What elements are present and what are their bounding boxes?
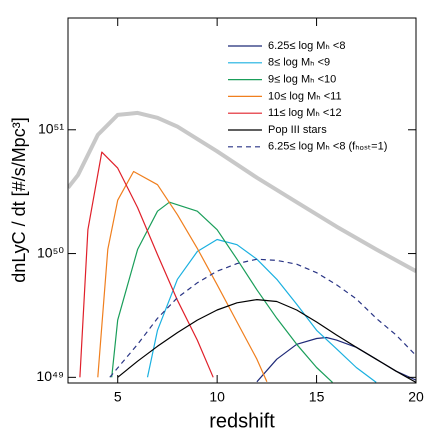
legend-label: 9≤ log Mₕ <10	[268, 74, 336, 86]
legend-label: 11≤ log Mₕ <12	[268, 107, 342, 119]
x-tick-label: 5	[114, 389, 122, 405]
y-tick-label: 10⁵¹	[38, 120, 64, 136]
y-tick-label: 10⁴⁹	[36, 368, 64, 384]
series-line	[117, 299, 416, 383]
y-axis-label: dnLyC / dt [#/s/Mpc³]	[9, 117, 29, 282]
series-line	[256, 336, 416, 383]
x-axis-label: redshift	[209, 410, 275, 432]
legend-label: 6.25≤ log Mₕ <8	[268, 40, 345, 52]
legend-label: 10≤ log Mₕ <11	[268, 90, 342, 102]
series-line	[79, 151, 214, 378]
x-tick-label: 20	[408, 389, 424, 405]
legend-label: Pop III stars	[268, 124, 327, 136]
y-tick-label: 10⁵⁰	[37, 244, 64, 260]
legend-label: 8≤ log Mₕ <9	[268, 57, 330, 69]
series-line	[68, 110, 416, 273]
series-line	[146, 238, 377, 383]
series-line	[111, 201, 333, 383]
plot-frame	[67, 17, 417, 384]
legend-label: 6.25≤ log Mₕ <8 (fₕₒₛₜ=1)	[268, 141, 387, 153]
series-line	[109, 258, 416, 378]
x-tick-label: 10	[209, 389, 225, 405]
series-line	[97, 170, 268, 383]
plot-lines	[68, 110, 416, 383]
x-tick-label: 15	[309, 389, 325, 405]
